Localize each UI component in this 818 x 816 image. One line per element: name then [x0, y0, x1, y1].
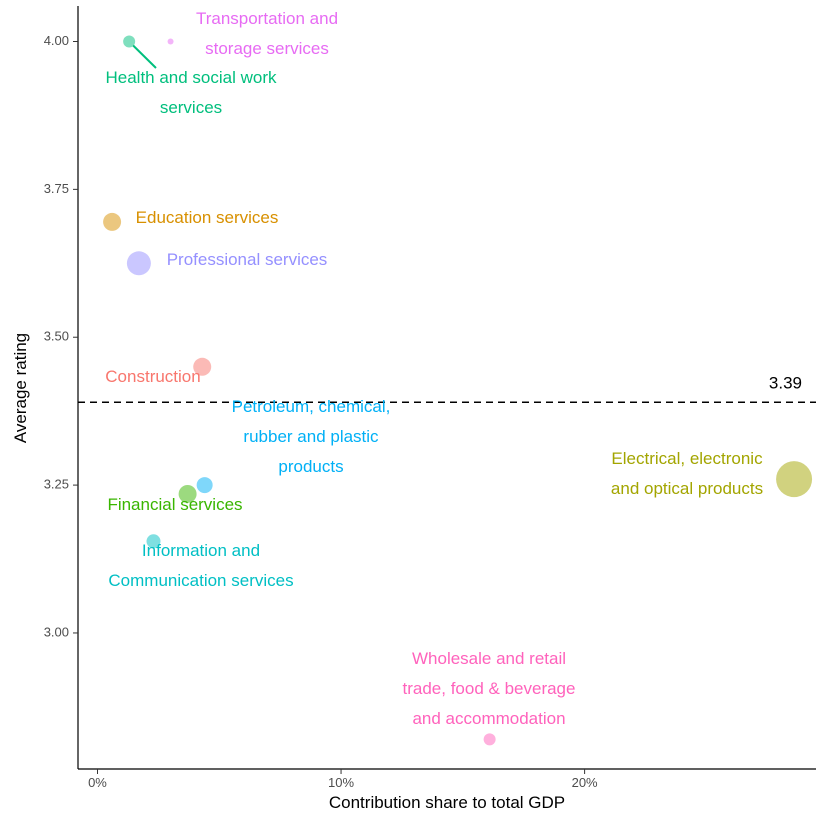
point-transportation-and-storage-services — [167, 38, 174, 45]
x-axis-title: Contribution share to total GDP — [329, 793, 565, 812]
label-education-services: Education services — [136, 208, 279, 227]
y-tick-label: 3.00 — [44, 624, 69, 639]
point-petroleum-chemical-rubber-and-plastic-products — [196, 477, 213, 494]
label-information-and-communication-services: Information and Communication services — [108, 541, 293, 590]
point-professional-services — [126, 251, 151, 276]
x-tick-label: 10% — [328, 775, 354, 790]
y-tick-label: 4.00 — [44, 33, 69, 48]
y-tick-label: 3.25 — [44, 477, 69, 492]
axes: 3.00 3.25 3.50 3.75 4.00 0% 10% 20% — [44, 6, 816, 790]
point-electrical-electronic-and-optical-products — [776, 461, 813, 498]
label-wholesale-and-retail-trade-food-beverage-and-accommodation: Wholesale and retail trade, food & bevera… — [403, 649, 576, 728]
label-petroleum-chemical-rubber-and-plastic-products: Petroleum, chemical, rubber and plastic pr… — [232, 397, 391, 476]
leader-lines — [132, 44, 157, 69]
point-education-services — [103, 212, 122, 231]
label-electrical-electronic-and-optical-products: Electrical, electronic and optical produc… — [611, 449, 763, 498]
point-health-and-social-work-services — [123, 35, 136, 48]
label-construction: Construction — [105, 367, 200, 386]
reference-line-group: 3.39 — [78, 373, 816, 404]
y-tick-label: 3.75 — [44, 181, 69, 196]
point-financial-services — [178, 484, 197, 503]
x-tick-label: 20% — [572, 775, 598, 790]
y-tick-label: 3.50 — [44, 329, 69, 344]
label-professional-services: Professional services — [167, 250, 328, 269]
point-wholesale-and-retail-trade-food-beverage-and-accommodation — [483, 733, 496, 746]
leader-line-health-and-social-work — [132, 44, 157, 69]
label-health-and-social-work-services: Health and social work services — [105, 68, 277, 117]
reference-line-label: 3.39 — [769, 373, 802, 392]
x-tick-label: 0% — [88, 775, 107, 790]
label-financial-services: Financial services — [107, 495, 242, 514]
points-layer — [103, 35, 813, 746]
point-information-and-communication-services — [146, 534, 161, 549]
label-transportation-and-storage-services: Transportation and storage services — [196, 9, 338, 58]
point-labels: Transportation and storage services Health… — [105, 9, 763, 728]
point-construction — [193, 357, 212, 376]
y-axis-title: Average rating — [11, 333, 30, 443]
